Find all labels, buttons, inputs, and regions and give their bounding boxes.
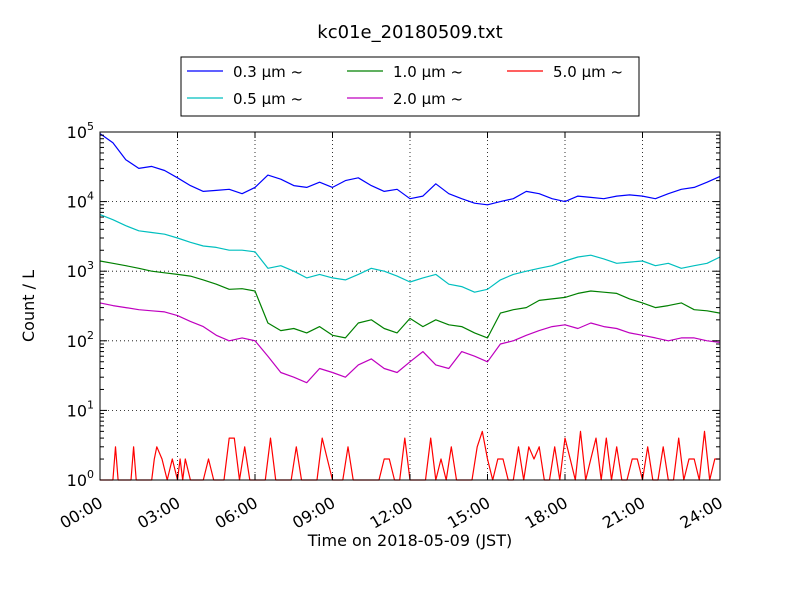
x-tick-label: 03:00 [134,493,183,533]
x-tick-label: 24:00 [677,493,726,533]
x-tick-label: 00:00 [57,493,106,533]
y-tick-label: 105 [67,120,94,142]
x-tick-label: 09:00 [289,493,338,533]
y-tick-label: 101 [67,398,94,420]
legend-box [180,56,640,117]
series-line-0 [99,133,721,206]
legend: 0.3 μm ~ 0.5 μm ~ 1.0 μm ~ 2.0 μm ~ 5.0 μm ~ [180,56,640,117]
series-line-2 [99,260,721,339]
series-line-3 [99,302,721,384]
legend-label-4: 5.0 μm ~ [553,63,623,81]
series-line-1 [99,214,721,293]
legend-label-2: 1.0 μm ~ [393,63,463,81]
x-tick-label: 15:00 [444,493,493,533]
legend-label-0: 0.3 μm ~ [233,63,303,81]
x-tick-labels: 00:00 03:00 06:00 09:00 12:00 15:00 18:00 21:00… [57,493,726,533]
y-axis-label: Count / L [19,270,38,342]
plot-area [100,132,720,480]
y-tick-label: 104 [67,190,94,212]
grid-lines [100,132,720,480]
y-tick-label: 100 [67,468,94,490]
y-tick-labels: 100 101 102 103 104 105 [67,120,94,490]
chart-title: kc01e_20180509.txt [317,22,502,43]
legend-label-3: 2.0 μm ~ [393,90,463,108]
axis-ticks [99,131,721,481]
x-tick-label: 12:00 [367,493,416,533]
y-tick-label: 103 [67,259,94,281]
x-tick-label: 21:00 [599,493,648,533]
x-tick-label: 18:00 [522,493,571,533]
x-axis-label: Time on 2018-05-09 (JST) [307,531,512,550]
legend-label-1: 0.5 μm ~ [233,90,303,108]
x-tick-label: 06:00 [212,493,261,533]
y-tick-label: 102 [67,329,94,351]
